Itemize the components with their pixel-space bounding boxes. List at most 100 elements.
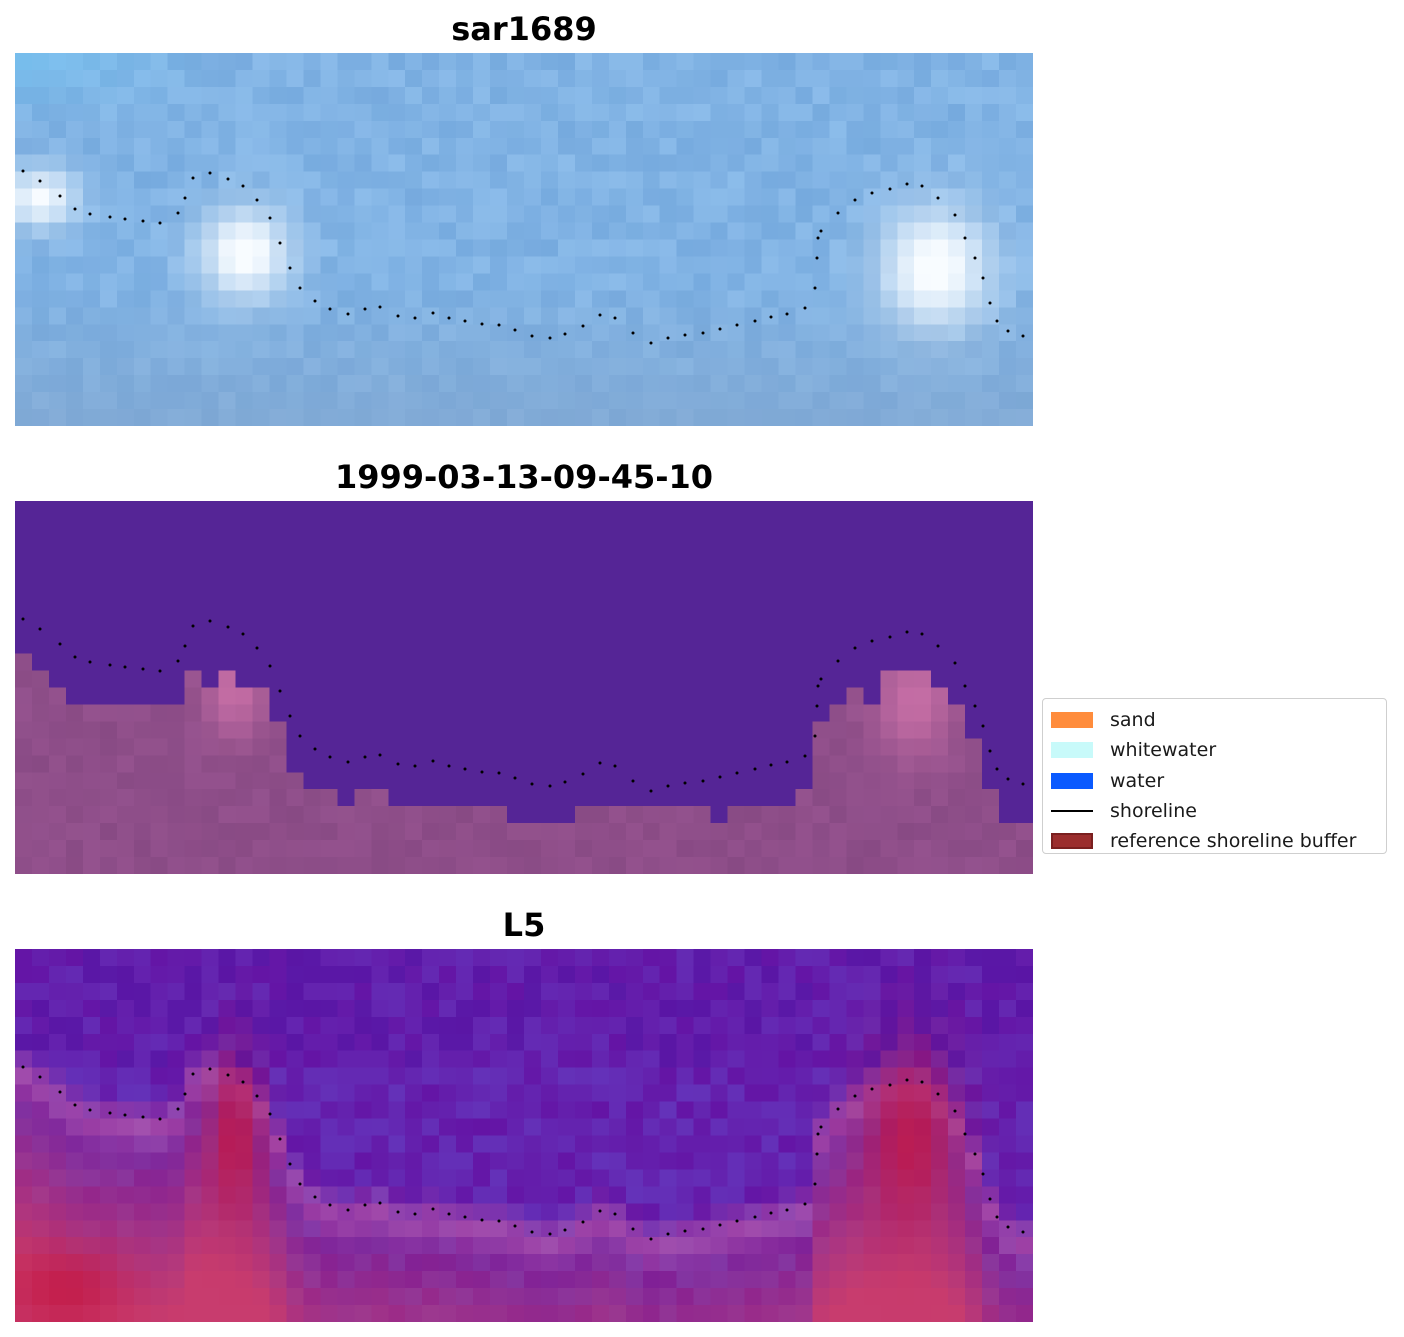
shoreline-point (819, 1125, 823, 1129)
shoreline-point (313, 1195, 317, 1199)
shoreline-point (298, 1182, 302, 1186)
shoreline-point (463, 1215, 467, 1219)
shoreline-point (548, 784, 552, 788)
shoreline-point (346, 312, 350, 316)
shoreline-point (888, 635, 892, 639)
shoreline-points (21, 1065, 1025, 1241)
panel-title-satellite: L5 (502, 906, 546, 944)
shoreline-point (598, 313, 602, 317)
shoreline-point (208, 1067, 212, 1071)
shoreline-point (363, 1203, 367, 1207)
sar-image-panel (15, 53, 1033, 426)
shoreline-point (108, 1111, 112, 1115)
shoreline-point (631, 331, 635, 335)
legend-item-water: water (1051, 766, 1378, 796)
shoreline-point (936, 196, 940, 200)
shoreline-points (21, 617, 1025, 793)
shoreline-point (973, 704, 977, 708)
shoreline-point (396, 1210, 400, 1214)
shoreline-point (278, 241, 282, 245)
legend-swatch-whitewater (1051, 742, 1093, 759)
shoreline-point (530, 1230, 534, 1234)
shoreline-point (735, 771, 739, 775)
shoreline-point (241, 1080, 245, 1084)
raster-pixels (15, 53, 1033, 426)
shoreline-point (255, 646, 259, 650)
shoreline-point (936, 644, 940, 648)
shoreline-point (631, 779, 635, 783)
shoreline-point (226, 1073, 230, 1077)
shoreline-point (613, 1212, 617, 1216)
shoreline-point (378, 305, 382, 309)
shoreline-point (563, 1228, 567, 1232)
shoreline-point (819, 677, 823, 681)
shoreline-point (183, 644, 187, 648)
shoreline-point (88, 1108, 92, 1112)
shoreline-point (480, 322, 484, 326)
shoreline-point (497, 771, 501, 775)
shoreline-point (497, 1219, 501, 1223)
shoreline-point (995, 319, 999, 323)
shoreline-point (803, 1202, 807, 1206)
shoreline-point (581, 772, 585, 776)
shoreline-point (815, 256, 819, 260)
shoreline-point (785, 312, 789, 316)
shoreline-point (936, 1092, 940, 1096)
shoreline-point (208, 619, 212, 623)
shoreline-point (413, 316, 417, 320)
shoreline-point (1021, 1230, 1025, 1234)
shoreline-point (278, 689, 282, 693)
shoreline-point (815, 1152, 819, 1156)
shoreline-point (718, 775, 722, 779)
shoreline-point (88, 660, 92, 664)
shoreline-point (208, 171, 212, 175)
shoreline-point (548, 336, 552, 340)
shoreline-point (853, 1094, 857, 1098)
shoreline-point (920, 1080, 924, 1084)
shoreline-point (108, 215, 112, 219)
shoreline-point (268, 1112, 272, 1116)
shoreline-point (73, 207, 77, 211)
shoreline-point (176, 659, 180, 663)
shoreline-point (268, 216, 272, 220)
shoreline-point (631, 1227, 635, 1231)
shoreline-point (753, 319, 757, 323)
shoreline-point (123, 217, 127, 221)
shoreline-point (598, 761, 602, 765)
shoreline-point (328, 307, 332, 311)
shoreline-point (683, 333, 687, 337)
shoreline-point (288, 1162, 292, 1166)
shoreline-point (226, 625, 230, 629)
shoreline-point (191, 176, 195, 180)
shoreline-point (58, 642, 62, 646)
legend-item-whitewater: whitewater (1051, 735, 1378, 765)
shoreline-point (598, 1209, 602, 1213)
shoreline-point (141, 667, 145, 671)
shoreline-point (158, 221, 162, 225)
shoreline-point (769, 763, 773, 767)
shoreline-point (963, 1132, 967, 1136)
shoreline-point (431, 311, 435, 315)
shoreline-point (701, 331, 705, 335)
shoreline-point (226, 177, 230, 181)
shoreline-point (191, 1072, 195, 1076)
shoreline-point (920, 184, 924, 188)
shoreline-point (666, 1232, 670, 1236)
shoreline-point (563, 332, 567, 336)
shoreline-point (123, 665, 127, 669)
index-image-panel (15, 949, 1033, 1322)
shoreline-point (158, 669, 162, 673)
shoreline-point (981, 1172, 985, 1176)
shoreline-point (718, 327, 722, 331)
shoreline-point (480, 770, 484, 774)
shoreline-point (905, 630, 909, 634)
shoreline-point (753, 767, 757, 771)
shoreline-point (803, 306, 807, 310)
shoreline-point (396, 762, 400, 766)
shoreline-point (378, 1201, 382, 1205)
shoreline-point (981, 724, 985, 728)
shoreline-point (953, 213, 957, 217)
shoreline-point (447, 764, 451, 768)
shoreline-point (1006, 329, 1010, 333)
shoreline-point (73, 1103, 77, 1107)
